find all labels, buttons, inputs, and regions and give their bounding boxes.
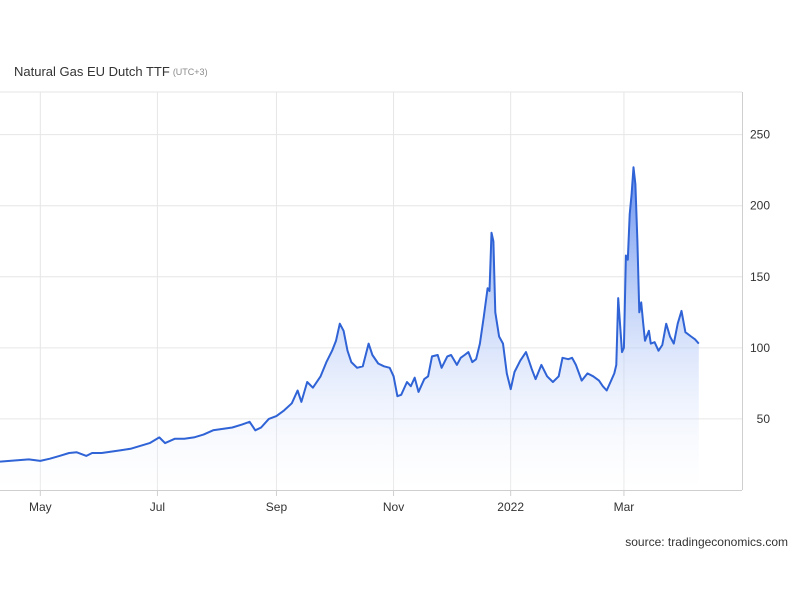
x-tick-label: May: [29, 500, 52, 514]
x-tick-label: Nov: [383, 500, 404, 514]
x-axis-ticks: May Jul Sep Nov 2022 Mar: [29, 500, 634, 514]
y-axis-ticks: 50 100 150 200 250: [750, 128, 770, 426]
price-area: [0, 167, 699, 491]
y-tick-label: 250: [750, 128, 770, 142]
price-line: [0, 166, 700, 463]
chart-title: Natural Gas EU Dutch TTF (UTC+3): [14, 64, 208, 79]
timezone-label: (UTC+3): [172, 67, 208, 77]
x-tick-label: Sep: [266, 500, 288, 514]
x-tick-label: Mar: [614, 500, 635, 514]
y-tick-label: 50: [757, 412, 771, 426]
x-tick-label: Jul: [150, 500, 165, 514]
axes: [0, 92, 743, 496]
y-tick-label: 150: [750, 270, 770, 284]
y-tick-label: 100: [750, 341, 770, 355]
source-label: source: tradingeconomics.com: [625, 535, 788, 549]
x-tick-label: 2022: [497, 500, 524, 514]
y-tick-label: 200: [750, 199, 770, 213]
chart-title-text: Natural Gas EU Dutch TTF: [14, 64, 170, 79]
